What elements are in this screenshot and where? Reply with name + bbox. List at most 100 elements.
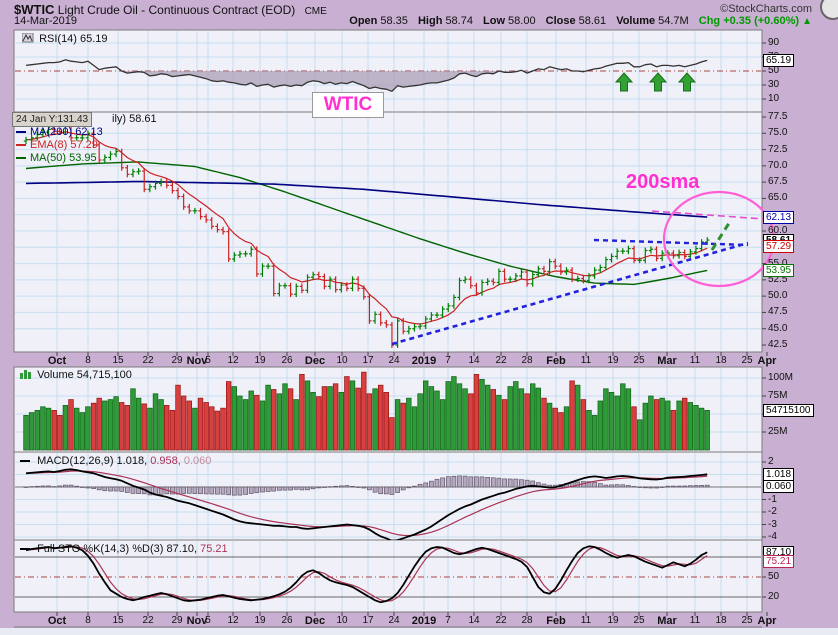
macd-histogram-bar (586, 481, 592, 488)
volume-bar (231, 386, 237, 451)
macd-histogram-bar (305, 486, 310, 491)
volume-bar (316, 396, 322, 451)
macd-histogram-bar (457, 475, 462, 488)
macd-histogram-bar (671, 485, 676, 488)
wtic-annotation-label: WTIC (312, 92, 384, 118)
volume-bar (203, 402, 209, 451)
rsi-legend-text: RSI(14) 65.19 (39, 33, 108, 45)
macd-histogram-bar (699, 485, 704, 488)
macd-histogram-bar (119, 486, 125, 492)
rsi-line (25, 59, 708, 92)
macd-histogram-bar (451, 475, 457, 488)
breakout-arrow-line (710, 219, 733, 251)
volume-bar (265, 384, 271, 451)
macd-histogram-bar (293, 486, 299, 490)
sma-extension-line (651, 210, 779, 221)
macd-histogram-bar (186, 486, 192, 494)
ma50-line-icon (16, 157, 26, 159)
macd-histogram-bar (338, 485, 344, 488)
volume-bar (389, 417, 395, 451)
macd-histogram-bar (231, 486, 237, 496)
macd-histogram-bar (271, 486, 277, 492)
macd-histogram-bar (310, 486, 316, 490)
rsi-indicator-icon (21, 32, 34, 43)
volume-bar (406, 397, 412, 451)
volume-bar (682, 397, 688, 451)
scroll-top-button[interactable] (820, 0, 838, 20)
stockcharts-link[interactable]: ©StockCharts.com (720, 3, 812, 15)
macd-histogram-bar (603, 484, 609, 488)
ema8-legend-text: EMA(8) 57.29 (30, 139, 98, 151)
macd-histogram-bar (406, 486, 412, 489)
macd-histogram-bar (74, 485, 80, 488)
volume-bar (383, 391, 389, 451)
volume-bar (113, 396, 119, 451)
macd-histogram-bar (248, 486, 254, 494)
volume-bar (451, 376, 457, 451)
close-label: Close (545, 15, 576, 27)
macd-histogram-bar (158, 486, 164, 495)
volume-bar (575, 384, 581, 451)
volume-bar (310, 391, 316, 451)
macd-histogram-bar (51, 486, 57, 488)
volume-bar (530, 383, 536, 451)
macd-histogram-bar (496, 477, 502, 488)
volume-bar (676, 400, 682, 451)
macd-histogram-bar (400, 486, 406, 491)
volume-bar (270, 389, 277, 451)
low-value: 58.00 (508, 15, 536, 27)
macd-histogram-bar (620, 484, 626, 488)
macd-histogram-bar (192, 486, 198, 494)
volume-bar (40, 406, 46, 451)
volume-bar (102, 400, 108, 451)
macd-histogram-bar (429, 480, 434, 488)
volume-bar (276, 393, 283, 451)
macd-histogram-bar (40, 485, 46, 488)
volume-bar (473, 373, 480, 451)
volume-bar (524, 393, 530, 451)
macd-histogram-bar (395, 486, 400, 493)
rsi-series (25, 59, 708, 92)
volume-bar (338, 391, 344, 451)
macd-histogram-bar (29, 486, 34, 488)
volume-bar (74, 407, 80, 451)
volume-bar (648, 395, 654, 451)
macd-legend-text: MACD(12,26,9) (37, 455, 114, 467)
volume-bar (225, 381, 232, 451)
macd-histogram-bar (198, 486, 203, 495)
volume-bar (597, 400, 603, 451)
volume-bar (411, 406, 418, 451)
macd-series (23, 468, 710, 540)
open-label: Open (349, 15, 378, 27)
volume-bar (445, 381, 451, 451)
macd-histogram-bar (383, 486, 389, 495)
macd-histogram-bar (479, 476, 485, 488)
macd-histogram-bar (485, 477, 491, 488)
macd-histogram-bar (209, 486, 215, 495)
macd-histogram-bar (614, 484, 620, 488)
volume-bar (563, 406, 570, 451)
volume-bar (124, 404, 130, 451)
volume-bar (293, 399, 299, 451)
macd-histogram-bar (462, 475, 468, 488)
volume-bar (546, 402, 553, 451)
volume-bar (518, 388, 525, 451)
macd-histogram-bar (367, 486, 372, 491)
volume-bar (209, 406, 215, 451)
macd-histogram-bar (68, 484, 74, 488)
volume-bar (158, 399, 164, 451)
volume-bar (439, 399, 446, 451)
volume-bar (687, 402, 693, 451)
price-panel (13, 111, 763, 353)
macd-histogram-bar (34, 485, 40, 488)
macd-histogram-bar (46, 485, 51, 488)
macd-histogram-bar (445, 476, 451, 488)
macd-histogram-bar (378, 486, 384, 495)
rsi-legend: RSI(14) 65.19 (21, 32, 108, 45)
volume-bar (670, 409, 677, 451)
macd-value-3: 0.060 (183, 455, 212, 467)
macd-histogram-bar (226, 486, 232, 496)
macd-value-1: 1.018, (116, 455, 148, 467)
macd-histogram-bar (637, 486, 643, 488)
lower-trendline (391, 241, 749, 346)
